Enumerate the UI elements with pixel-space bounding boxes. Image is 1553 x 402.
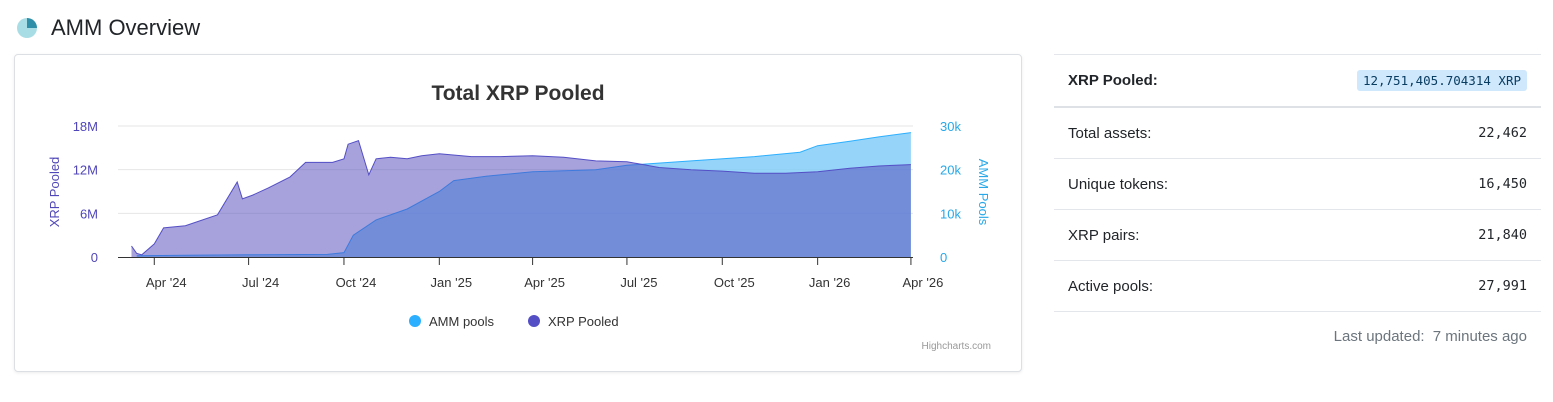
stat-value: 27,991 (1478, 278, 1527, 294)
x-tick-label: Jan '26 (809, 275, 851, 290)
stat-value: 21,840 (1478, 227, 1527, 243)
stat-row-unique-tokens: Unique tokens: 16,450 (1054, 159, 1541, 210)
stat-value-xrp-pooled: 12,751,405.704314 XRP (1356, 70, 1527, 91)
stat-label: Unique tokens: (1068, 175, 1169, 193)
stat-row-total-assets: Total assets: 22,462 (1054, 108, 1541, 159)
y-left-tick-label: 0 (91, 250, 98, 265)
last-updated-label: Last updated: (1333, 328, 1425, 345)
last-updated-value: 7 minutes ago (1432, 328, 1527, 345)
stat-value: 22,462 (1478, 125, 1527, 141)
stat-row-xrp-pairs: XRP pairs: 21,840 (1054, 210, 1541, 261)
y-right-axis-title: AMM Pools (976, 159, 991, 226)
page-title: AMM Overview (51, 15, 201, 40)
xrp-pooled-line (131, 139, 911, 256)
pie-chart-icon (17, 18, 37, 38)
x-tick-label: Apr '26 (903, 275, 944, 290)
y-left-axis-title: XRP Pooled (47, 157, 62, 228)
legend-label-xrp-pooled: XRP Pooled (548, 314, 619, 329)
stat-label: Active pools: (1068, 277, 1154, 295)
last-updated: Last updated: 7 minutes ago (1054, 312, 1541, 345)
legend-marker-xrp-pooled (528, 315, 540, 327)
x-tick-label: Oct '25 (714, 275, 755, 290)
highcharts-credit: Highcharts.com (922, 341, 991, 352)
y-right-tick-label: 30k (940, 119, 961, 134)
xrp-pooled-chart[interactable]: Total XRP Pooled 0 6M 12M 18M 0 10k 20k 30k XRP P… (15, 55, 1021, 371)
y-right-tick-label: 10k (940, 206, 961, 221)
x-tick-label: Apr '25 (524, 275, 565, 290)
stat-row-active-pools: Active pools: 27,991 (1054, 261, 1541, 312)
chart-card: Total XRP Pooled 0 6M 12M 18M 0 10k 20k 30k XRP P… (14, 54, 1022, 372)
x-tick-label: Jul '24 (242, 275, 279, 290)
stat-value: 16,450 (1478, 176, 1527, 192)
stat-label: XRP pairs: (1068, 226, 1140, 244)
y-right-tick-label: 20k (940, 163, 961, 178)
y-right-tick-label: 0 (940, 250, 947, 265)
x-tick-label: Jan '25 (431, 275, 473, 290)
xrp-pooled-area (131, 140, 911, 257)
x-tick-label: Apr '24 (146, 275, 187, 290)
legend-marker-amm-pools (409, 315, 421, 327)
x-tick-label: Oct '24 (336, 275, 377, 290)
stat-row-xrp-pooled: XRP Pooled: 12,751,405.704314 XRP (1054, 54, 1541, 108)
stats-table: XRP Pooled: 12,751,405.704314 XRP Total … (1054, 54, 1541, 345)
stat-label-xrp-pooled: XRP Pooled: (1068, 72, 1158, 89)
y-left-tick-label: 12M (73, 163, 98, 178)
chart-title: Total XRP Pooled (431, 82, 604, 105)
y-left-tick-label: 6M (80, 206, 98, 221)
legend-label-amm-pools: AMM pools (429, 314, 495, 329)
page-header: AMM Overview (15, 12, 200, 44)
y-left-tick-label: 18M (73, 119, 98, 134)
stat-label: Total assets: (1068, 124, 1152, 142)
x-tick-label: Jul '25 (620, 275, 657, 290)
